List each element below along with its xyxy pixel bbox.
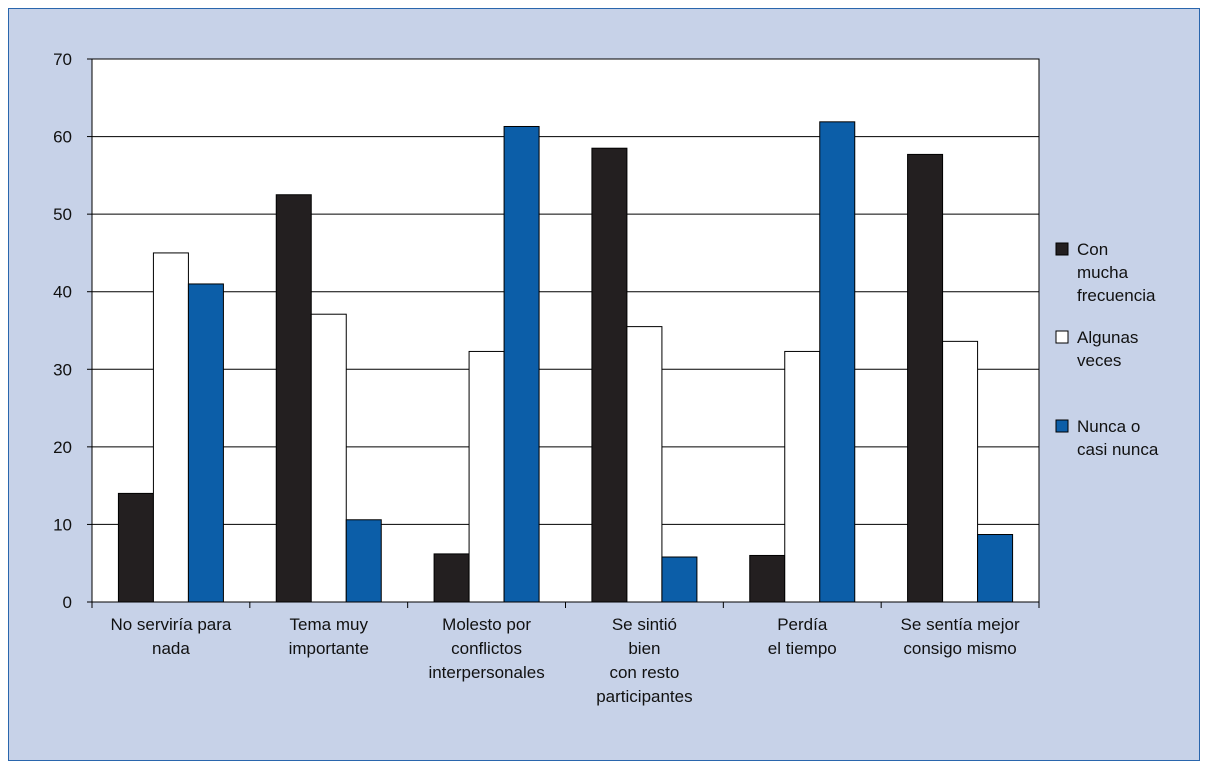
bar <box>468 350 505 603</box>
legend-swatch <box>1055 242 1069 256</box>
bar <box>117 492 154 603</box>
legend-swatch <box>1055 419 1069 433</box>
axes <box>87 58 1040 608</box>
y-tick-label: 10 <box>53 515 72 534</box>
legend: Con mucha frecuencia Algunas veces Nunca o cas… <box>1055 240 1159 459</box>
x-category-labels: No serviría para nada Tema muy importante Mo… <box>110 615 1020 706</box>
x-category-label: Se sentía mejor consigo mismo <box>901 615 1020 658</box>
y-tick-label: 50 <box>53 205 72 224</box>
bar <box>661 556 698 603</box>
x-category-label: Tema muy importante <box>289 615 369 658</box>
legend-label: Nunca o casi nunca <box>1077 417 1159 459</box>
x-category-label: No serviría para nada <box>110 615 231 658</box>
bar <box>187 283 224 603</box>
bar <box>749 554 786 603</box>
bar <box>819 121 856 603</box>
bars <box>117 121 1014 603</box>
y-tick-label: 0 <box>63 593 72 612</box>
bar <box>310 313 347 603</box>
bar <box>152 252 189 603</box>
y-tick-label: 40 <box>53 283 72 302</box>
x-category-label: Se sintió bien con resto participantes <box>596 615 692 706</box>
legend-label: Algunas veces <box>1077 328 1138 370</box>
bar <box>433 553 470 603</box>
x-category-label: Perdía el tiempo <box>768 615 837 658</box>
y-tick-labels: 0 10 20 30 40 50 60 70 <box>53 50 72 612</box>
bar <box>977 534 1014 603</box>
bar <box>503 125 540 603</box>
y-tick-label: 30 <box>53 360 72 379</box>
bar <box>345 519 382 603</box>
bar <box>626 326 663 603</box>
bar <box>591 147 628 603</box>
bar <box>275 194 312 603</box>
y-tick-label: 20 <box>53 438 72 457</box>
bar <box>784 350 821 603</box>
plot-area <box>92 59 1039 602</box>
y-tick-label: 70 <box>53 50 72 69</box>
bar <box>942 340 979 603</box>
legend-label: Con mucha frecuencia <box>1077 240 1156 305</box>
x-category-label: Molesto por conflictos interpersonales <box>428 615 544 682</box>
legend-swatch <box>1055 330 1069 344</box>
bar <box>907 153 944 603</box>
y-tick-label: 60 <box>53 128 72 147</box>
